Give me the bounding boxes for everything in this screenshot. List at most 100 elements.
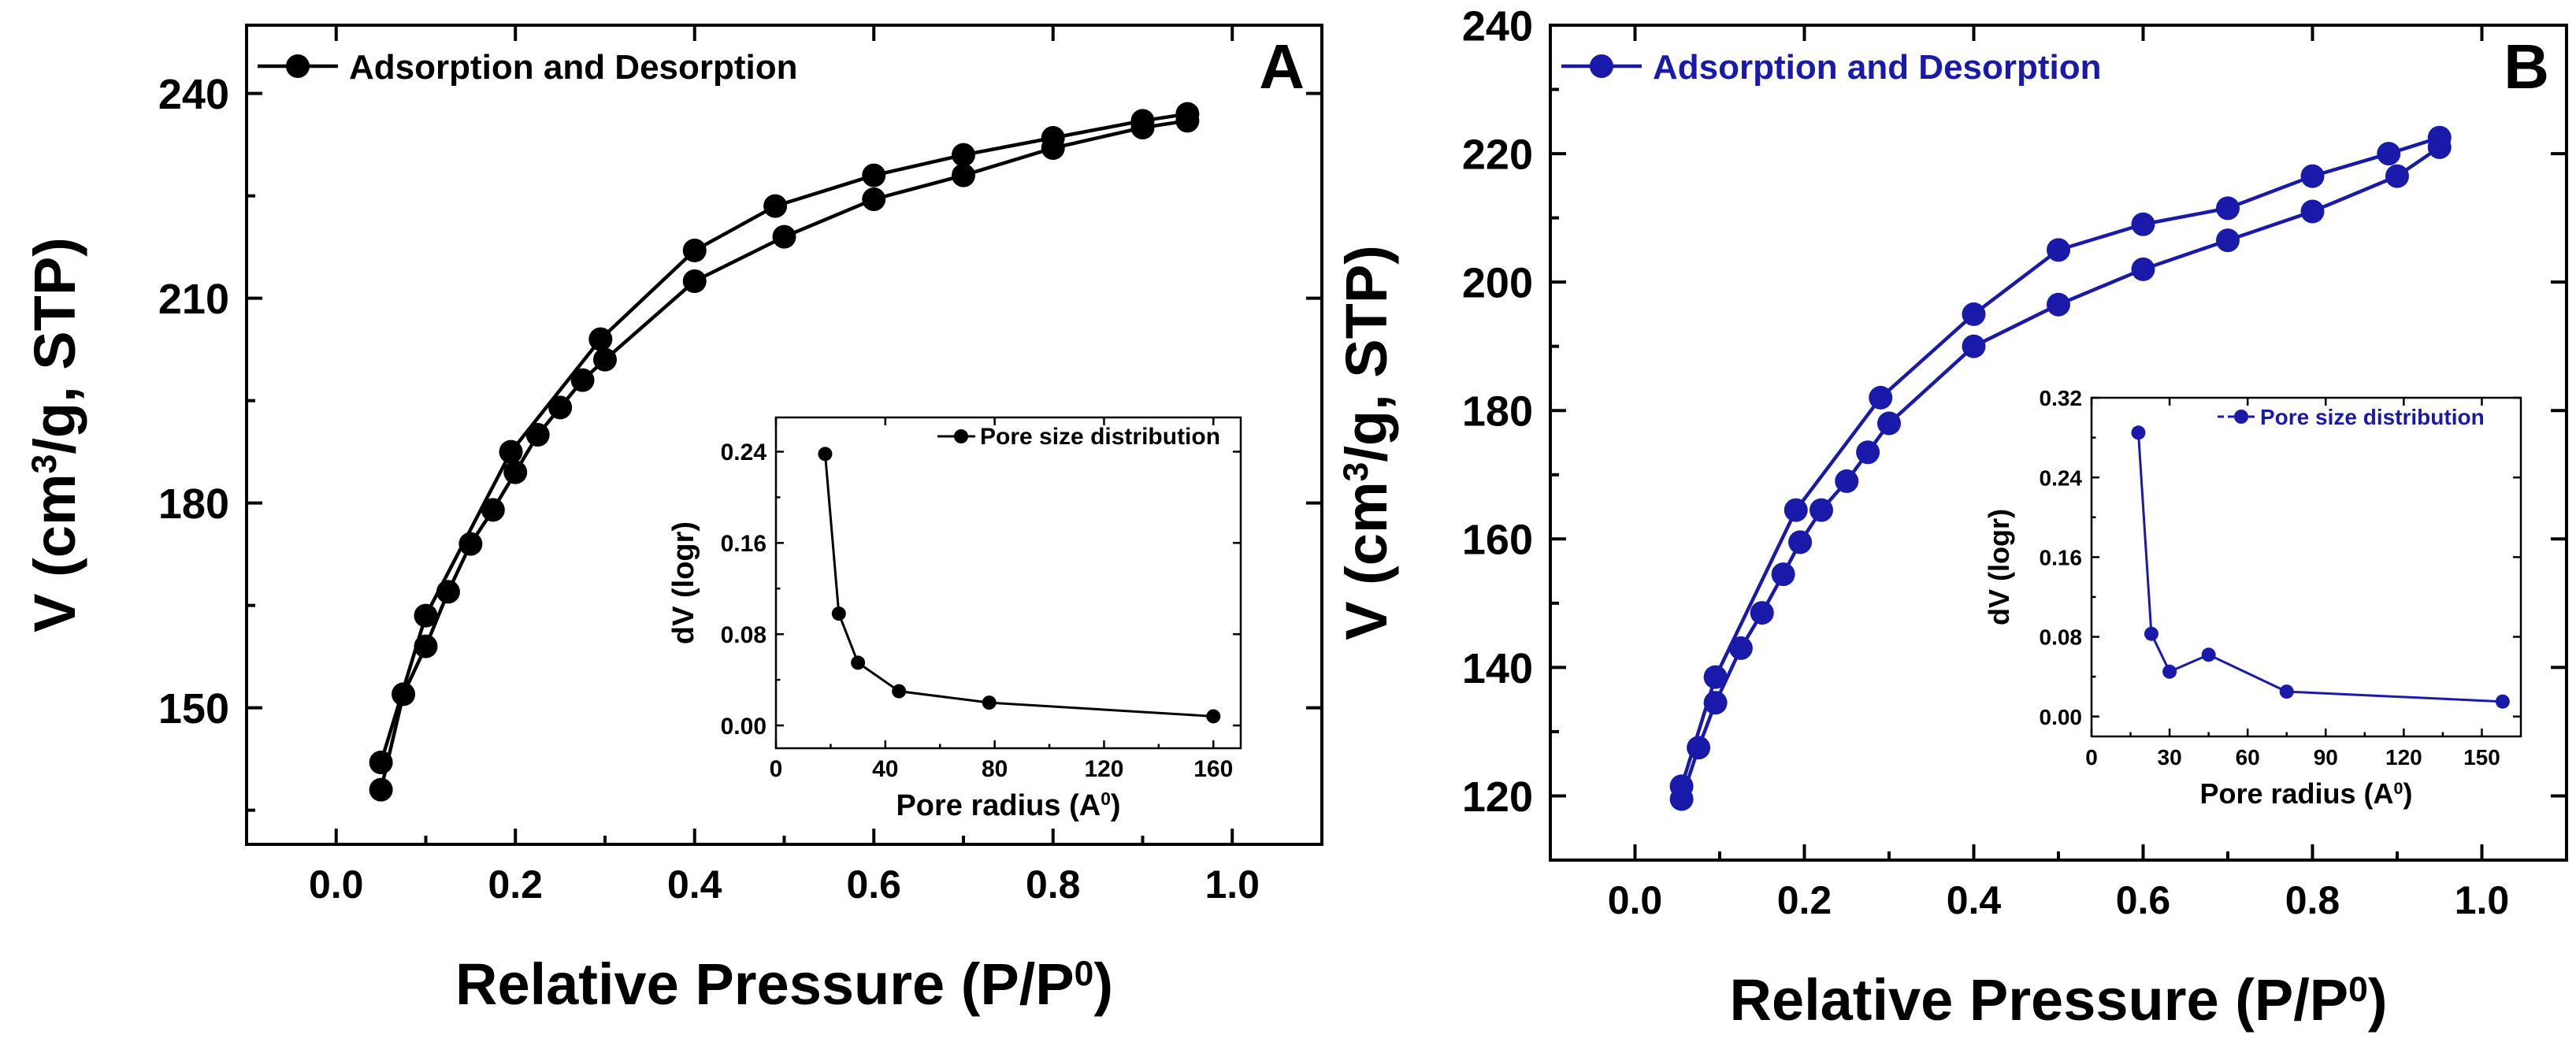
data-point-desorption: [682, 239, 707, 262]
inset-data-point: [2144, 626, 2158, 641]
main-xtick-label: 0.2: [1777, 878, 1832, 922]
data-point-adsorption: [1877, 411, 1901, 436]
main-ytick-label: 180: [1462, 388, 1533, 436]
x-axis-label-sup: 0: [2348, 970, 2368, 1009]
inset-ytick-label: 0.16: [2040, 545, 2083, 569]
data-point-desorption: [1130, 109, 1155, 133]
data-point-adsorption: [952, 163, 975, 187]
data-point-adsorption: [2047, 292, 2070, 317]
data-point-adsorption: [503, 460, 528, 484]
y-axis-label-sup: 3: [1337, 462, 1375, 482]
panel-label: B: [2504, 32, 2549, 102]
legend-marker: [286, 54, 310, 78]
inset-frame: [774, 416, 1242, 750]
inset-ytick-label: 0.24: [721, 439, 767, 465]
inset-xtick-label: 120: [2385, 745, 2422, 770]
data-point-adsorption: [2216, 228, 2240, 253]
inset-data-point: [851, 655, 866, 670]
inset-xtick-label: 160: [1193, 756, 1233, 782]
main-ytick-label: 210: [158, 276, 229, 323]
inset-chart: 0 30 60 90 120 150 0.00 0.08 0.16 0.24 0.32 Pore si…: [1983, 386, 2522, 810]
inset-data-point: [982, 695, 997, 710]
y-axis-label: V (cm3/g, STP): [22, 237, 87, 632]
data-point-adsorption: [2385, 164, 2409, 188]
y-axis-label-post: /g, STP): [1334, 245, 1399, 462]
legend-label: Adsorption and Desorption: [349, 48, 798, 87]
legend-marker: [1590, 54, 1613, 78]
main-ytick-label: 200: [1462, 260, 1533, 307]
inset-x-axis-label-end: ): [2403, 777, 2413, 810]
inset-legend-marker: [2234, 410, 2248, 424]
inset-data-point: [2201, 647, 2216, 662]
inset-ytick-label: 0.00: [2040, 705, 2083, 729]
legend-label: Adsorption and Desorption: [1653, 48, 2102, 87]
data-point-adsorption: [862, 187, 886, 211]
inset-ytick-label: 0.08: [721, 622, 766, 648]
data-point-desorption: [1703, 665, 1728, 689]
main-xtick-label: 1.0: [1204, 862, 1260, 907]
inset-y-axis-label: dV (logr): [667, 521, 700, 644]
inset-data-point: [1206, 709, 1221, 724]
data-point-desorption: [2216, 196, 2240, 221]
main-ytick-label: 180: [158, 480, 229, 528]
inset-chart: 0 40 80 120 160 0.00 0.08 0.16 0.24 Pore size dis…: [667, 416, 1242, 822]
data-point-adsorption: [1856, 440, 1880, 465]
data-point-desorption: [499, 439, 523, 464]
inset-xtick-label: 90: [2314, 745, 2338, 770]
inset-ytick-label: 0.08: [2040, 625, 2083, 650]
main-xtick-label: 0.4: [1947, 878, 2002, 922]
inset-x-axis-label: Pore radius (A0): [2199, 777, 2412, 810]
x-axis-label: Relative Pressure (P/P0): [1730, 967, 2388, 1033]
main-xtick-label: 0.0: [1608, 878, 1663, 922]
x-axis-label: Relative Pressure (P/P0): [455, 951, 1113, 1017]
x-axis-label-end: ): [1093, 951, 1113, 1017]
data-point-adsorption: [593, 347, 617, 372]
inset-data-point: [2131, 425, 2146, 440]
inset-ytick-label: 0.24: [2040, 465, 2083, 490]
main-xtick-label: 0.2: [488, 862, 543, 907]
inset-xtick-label: 150: [2463, 745, 2500, 770]
data-point-adsorption: [1810, 498, 1833, 522]
inset-frame: [2090, 396, 2522, 738]
data-point-adsorption: [525, 423, 550, 447]
data-point-desorption: [1962, 302, 1986, 326]
main-ytick-label: 150: [158, 685, 229, 732]
data-point-adsorption: [682, 269, 707, 293]
inset-data-point: [2279, 684, 2294, 699]
data-point-desorption: [414, 603, 438, 628]
y-axis-label-pre: V (cm: [22, 473, 87, 632]
main-xtick-label: 0.4: [667, 862, 722, 907]
main-ytick-label: 240: [1462, 2, 1533, 50]
inset-legend-label: Pore size distribution: [980, 424, 1220, 450]
inset-xtick-label: 120: [1084, 756, 1123, 782]
inset-legend-marker: [954, 429, 968, 443]
data-point-adsorption: [481, 498, 505, 522]
inset-data-point: [2495, 694, 2510, 709]
y-axis-label-sup: 3: [25, 454, 64, 474]
data-point-desorption: [2300, 164, 2325, 188]
inset-data-point: [818, 447, 833, 462]
data-point-adsorption: [1750, 601, 1774, 625]
data-point-adsorption: [1771, 562, 1795, 587]
data-point-desorption: [952, 143, 975, 167]
data-point-desorption: [2131, 212, 2155, 236]
inset-y-axis-label: dV (logr): [1983, 509, 2015, 625]
inset-series-line: [823, 454, 1214, 718]
inset-xtick-label: 0: [2085, 745, 2098, 770]
inset-xtick-label: 40: [872, 756, 898, 782]
main-xtick-label: 0.6: [846, 862, 901, 907]
data-point-adsorption: [772, 224, 796, 249]
panel-b: 0.0 0.2 0.4 0.6 0.8 1.0 120 140 160 180 200 220 240 A…: [1334, 2, 2568, 1033]
main-ytick-label: 120: [1462, 773, 1533, 821]
inset-data-point: [892, 684, 907, 699]
data-point-adsorption: [1835, 469, 1859, 493]
inset-legend-label: Pore size distribution: [2260, 405, 2485, 429]
data-point-desorption: [2377, 142, 2401, 166]
x-axis-label-sup: 0: [1075, 955, 1094, 993]
data-point-adsorption: [548, 395, 573, 420]
x-axis-label-end: ): [2368, 967, 2388, 1033]
x-axis-label-main: Relative Pressure (P/P: [455, 951, 1075, 1017]
inset-xtick-label: 80: [982, 756, 1008, 782]
data-point-desorption: [1175, 102, 1200, 126]
